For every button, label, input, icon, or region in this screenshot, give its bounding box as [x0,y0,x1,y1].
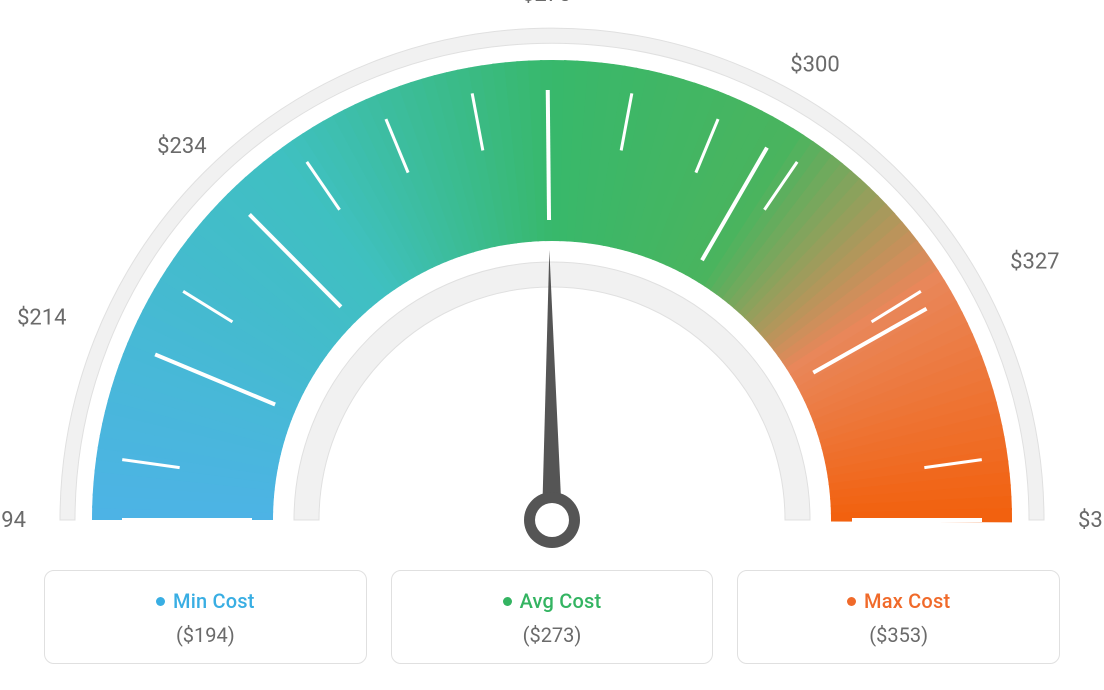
legend-value-min: ($194) [45,623,366,647]
legend-label-text: Min Cost [173,589,255,613]
legend-box-max: Max Cost ($353) [737,570,1060,664]
legend-value-avg: ($273) [392,623,713,647]
dot-icon [503,597,512,606]
legend-value-max: ($353) [738,623,1059,647]
gauge-needle [542,250,562,520]
legend-label-text: Avg Cost [520,589,602,613]
gauge-tick-label: $234 [157,134,206,159]
cost-gauge: $194 $214 $234 $273 $300 $327 $353 [0,0,1104,560]
legend-box-avg: Avg Cost ($273) [391,570,714,664]
dot-icon [156,597,165,606]
gauge-tick-label: $273 [522,0,571,7]
legend-box-min: Min Cost ($194) [44,570,367,664]
legend: Min Cost ($194) Avg Cost ($273) Max Cost… [0,570,1104,664]
legend-label-max: Max Cost [738,589,1059,613]
gauge-tick-label: $300 [790,52,839,77]
gauge-tick-label: $327 [1010,250,1059,275]
legend-label-avg: Avg Cost [392,589,713,613]
gauge-tick-label: $194 [0,508,26,533]
dot-icon [847,597,856,606]
legend-label-min: Min Cost [45,589,366,613]
gauge-tick-label: $353 [1078,508,1104,533]
legend-label-text: Max Cost [864,589,950,613]
gauge-tick-label: $214 [17,306,66,331]
